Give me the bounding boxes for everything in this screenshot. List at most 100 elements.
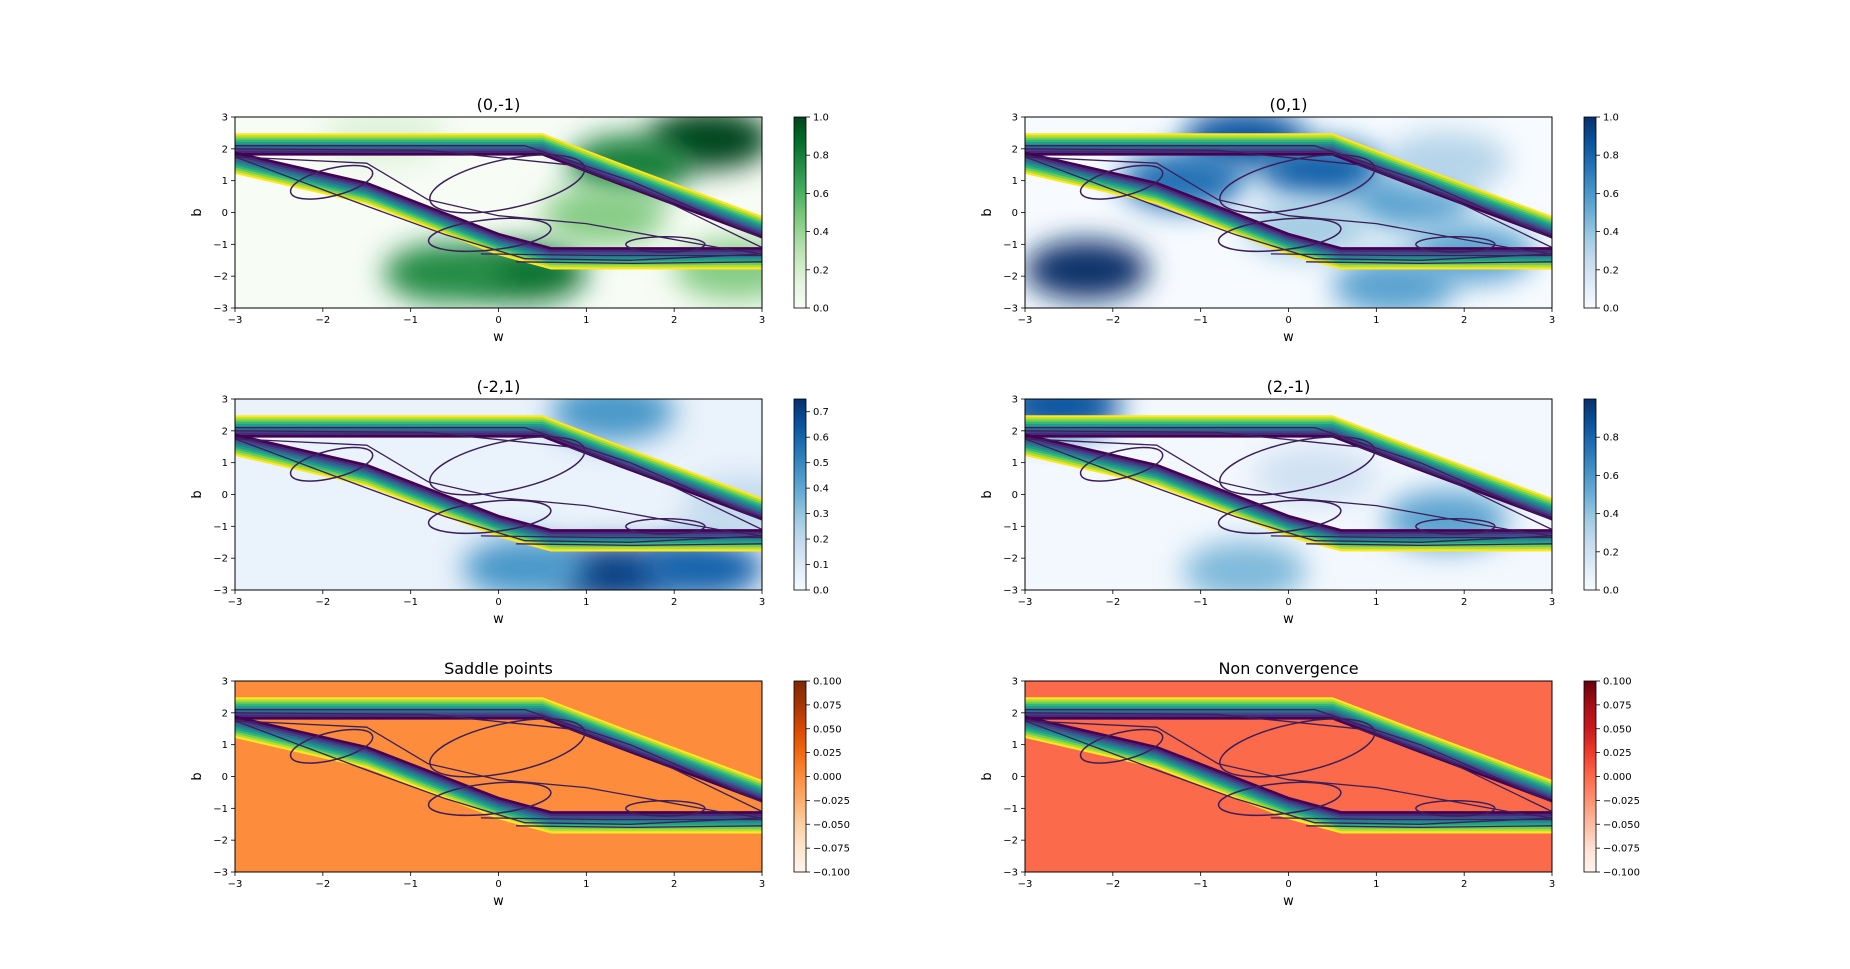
contour-band — [1025, 733, 1552, 832]
contour-band — [1025, 153, 1552, 252]
contour-band — [1025, 156, 1552, 255]
colorbar-tick-label: 0.100 — [1603, 677, 1632, 688]
y-tick-label: −3 — [1003, 304, 1018, 315]
x-tick-label: 0 — [495, 879, 501, 890]
contour-band — [1025, 715, 1552, 814]
x-tick-label: −2 — [315, 315, 330, 326]
contour-band — [235, 706, 762, 792]
x-axis-label: w — [493, 330, 504, 345]
contour-band — [235, 699, 762, 785]
contour-band — [235, 135, 762, 221]
contour-band — [235, 728, 762, 827]
colorbar: 0.100 0.075 0.050 0.025 0.000 −0.025 −0.050 −0.… — [793, 677, 850, 879]
colorbar-tick-label: 1.0 — [1603, 113, 1619, 124]
x-tick-label: 1 — [1373, 597, 1379, 608]
contour-band — [235, 715, 762, 814]
contour-line — [625, 517, 706, 535]
x-tick-label: −2 — [1105, 879, 1120, 890]
contour-band — [235, 703, 762, 790]
contour-band — [235, 419, 762, 505]
subplot: −3 −2 −1 0 1 2 3 −3 −2 −1 0 1 2 3 (2,-1) w b 0.0 0.2 0.4 0.6… — [980, 377, 1619, 627]
colorbar-tick-label: −0.025 — [813, 796, 850, 807]
contour-band — [235, 446, 762, 545]
x-axis-label: w — [493, 612, 504, 627]
contour-band — [1025, 703, 1552, 790]
y-tick-label: 1 — [1012, 176, 1018, 187]
colorbar-tick-label: 0.4 — [1603, 227, 1619, 238]
x-tick-label: −2 — [1105, 597, 1120, 608]
colorbar-tick-label: 0.7 — [813, 407, 829, 418]
y-tick-label: −3 — [213, 586, 228, 597]
contour-overlay — [235, 415, 762, 552]
contour-band — [1025, 451, 1552, 550]
contour-band — [1025, 724, 1552, 823]
contour-line — [1415, 799, 1496, 817]
contour-band — [235, 451, 762, 550]
y-tick-label: 2 — [222, 144, 228, 155]
x-tick-label: −1 — [403, 315, 418, 326]
contour-band — [235, 153, 762, 252]
contour-band — [235, 701, 762, 787]
x-axis-label: w — [1283, 330, 1294, 345]
contour-line — [625, 799, 706, 817]
subplot: −3 −2 −1 0 1 2 3 −3 −2 −1 0 1 2 3 Non convergence w b 0.1… — [980, 659, 1640, 909]
x-tick-label: 3 — [1549, 597, 1555, 608]
contour-band — [235, 150, 762, 237]
contour-band — [1025, 162, 1552, 261]
contour-line — [235, 156, 762, 261]
colorbar-tick-label: 1.0 — [813, 113, 829, 124]
y-tick-label: 0 — [1012, 208, 1018, 219]
contour-band — [235, 151, 762, 250]
x-tick-label: −1 — [403, 597, 418, 608]
contour-band — [1025, 160, 1552, 259]
colorbar-gradient — [793, 116, 807, 309]
contour-band — [1025, 419, 1552, 505]
heatmap-region — [541, 185, 666, 246]
contour-line — [1079, 446, 1164, 482]
contour-overlay — [235, 133, 762, 270]
contour-line — [625, 235, 706, 253]
contour-line — [516, 543, 762, 547]
contour-overlay — [1025, 415, 1552, 552]
colorbar-tick-label: 0.4 — [1603, 509, 1619, 520]
contour-line — [235, 708, 762, 803]
x-tick-label: 1 — [1373, 879, 1379, 890]
y-tick-label: −2 — [1003, 272, 1018, 283]
contour-overlay — [1025, 133, 1552, 270]
contour-band — [1025, 415, 1552, 501]
colorbar-tick-label: −0.075 — [813, 844, 850, 855]
contour-band — [1025, 699, 1552, 785]
contour-line — [427, 781, 552, 817]
contour-band — [1025, 137, 1552, 223]
contour-line — [235, 426, 762, 521]
colorbar-gradient — [793, 680, 807, 873]
y-tick-label: 2 — [1012, 426, 1018, 437]
subplot: −3 −2 −1 0 1 2 3 −3 −2 −1 0 1 2 3 (-2,1) w b 0.0 0.1 0.2 0.3… — [190, 377, 829, 627]
colorbar-tick-label: 0.0 — [813, 304, 829, 315]
colorbar-tick-label: 0.6 — [1603, 189, 1619, 200]
contour-band — [1025, 701, 1552, 787]
heatmap-region — [1252, 445, 1377, 506]
y-tick-label: 1 — [222, 740, 228, 751]
contour-band — [1025, 446, 1552, 545]
x-tick-label: −3 — [228, 597, 243, 608]
colorbar-tick-label: 0.8 — [1603, 151, 1619, 162]
colorbar-tick-label: 0.6 — [813, 189, 829, 200]
contour-band — [1025, 697, 1552, 783]
x-tick-label: 2 — [671, 597, 677, 608]
x-tick-label: 2 — [1461, 879, 1467, 890]
contour-band — [1025, 421, 1552, 508]
colorbar-tick-label: 0.2 — [813, 535, 829, 546]
contour-band — [1025, 720, 1552, 819]
colorbar-tick-label: 0.1 — [813, 560, 829, 571]
colorbar-tick-label: 0.8 — [1603, 433, 1619, 444]
x-tick-label: 2 — [671, 879, 677, 890]
contour-line — [427, 499, 552, 535]
contour-line — [235, 145, 762, 239]
contour-band — [235, 133, 762, 219]
colorbar-tick-label: 0.4 — [813, 484, 829, 495]
subplot: −3 −2 −1 0 1 2 3−3−2−10123(0,1)wb0.00.20.40.60… — [980, 95, 1619, 345]
colorbar-tick-label: 0.2 — [813, 265, 829, 276]
x-tick-label: 0 — [495, 597, 501, 608]
x-tick-label: −1 — [1193, 315, 1208, 326]
